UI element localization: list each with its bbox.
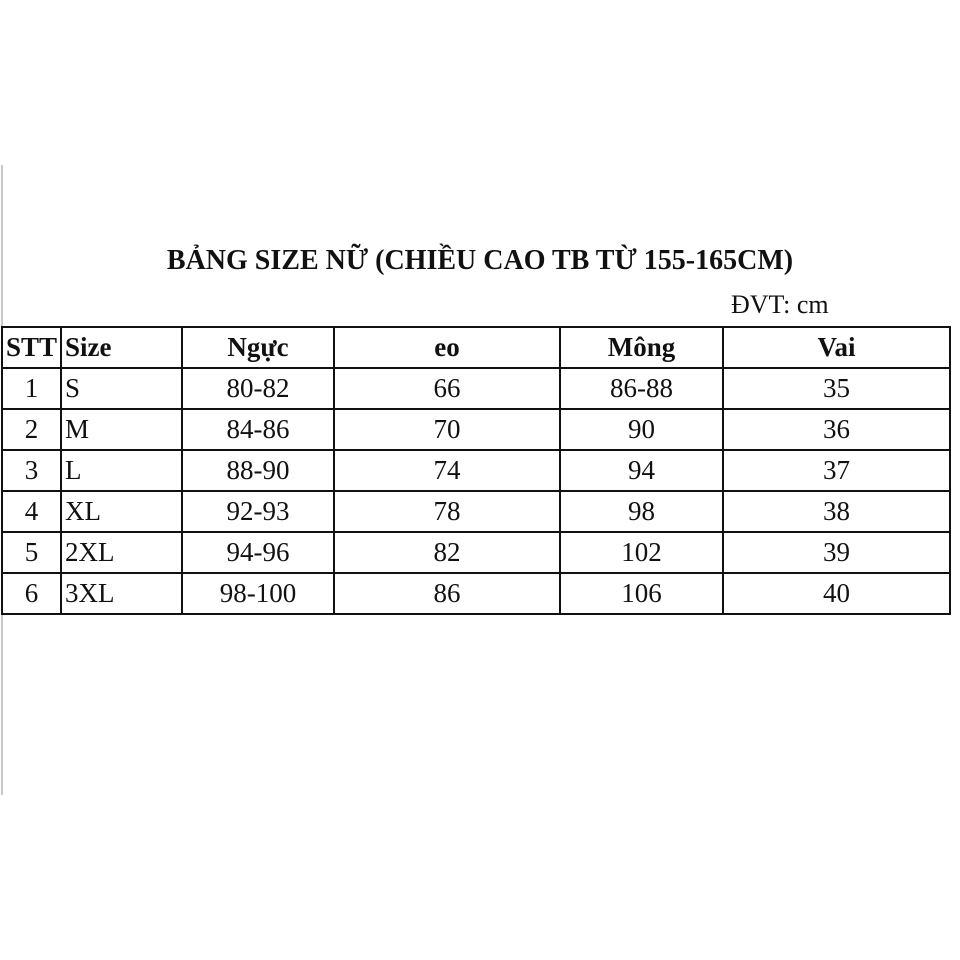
cell-size: S [60, 367, 183, 410]
cell-mong: 98 [559, 490, 724, 533]
cell-mong: 94 [559, 449, 724, 492]
cell-mong: 90 [559, 408, 724, 451]
header-vai: Vai [722, 326, 951, 369]
cell-eo: 78 [333, 490, 561, 533]
cell-nguc: 88-90 [181, 449, 335, 492]
cell-mong: 102 [559, 531, 724, 574]
page-title: BẢNG SIZE NỮ (CHIỀU CAO TB TỪ 155-165CM) [166, 245, 794, 276]
cell-vai: 40 [722, 572, 951, 615]
header-size: Size [60, 326, 183, 369]
table-row: 6 3XL 98-100 86 106 40 [1, 572, 951, 615]
cell-stt: 1 [1, 367, 62, 410]
cell-mong: 106 [559, 572, 724, 615]
header-stt: STT [1, 326, 62, 369]
cell-eo: 74 [333, 449, 561, 492]
cell-vai: 38 [722, 490, 951, 533]
cell-stt: 6 [1, 572, 62, 615]
cell-stt: 5 [1, 531, 62, 574]
header-eo: eo [333, 326, 561, 369]
cell-stt: 4 [1, 490, 62, 533]
size-table: STT Size Ngực eo Mông Vai 1 S 80-82 66 86-88… [1, 326, 951, 615]
cell-vai: 36 [722, 408, 951, 451]
cell-eo: 70 [333, 408, 561, 451]
cell-nguc: 98-100 [181, 572, 335, 615]
cell-stt: 3 [1, 449, 62, 492]
cell-mong: 86-88 [559, 367, 724, 410]
cell-size: M [60, 408, 183, 451]
cell-size: 2XL [60, 531, 183, 574]
table-row: 4 XL 92-93 78 98 38 [1, 490, 951, 533]
cell-nguc: 92-93 [181, 490, 335, 533]
cell-stt: 2 [1, 408, 62, 451]
table-header-row: STT Size Ngực eo Mông Vai [1, 326, 951, 369]
cell-vai: 35 [722, 367, 951, 410]
cell-eo: 66 [333, 367, 561, 410]
header-mong: Mông [559, 326, 724, 369]
cell-vai: 39 [722, 531, 951, 574]
cell-size: L [60, 449, 183, 492]
table-row: 3 L 88-90 74 94 37 [1, 449, 951, 492]
unit-label: ĐVT: cm [731, 290, 829, 319]
table-row: 1 S 80-82 66 86-88 35 [1, 367, 951, 410]
cell-nguc: 84-86 [181, 408, 335, 451]
table-row: 2 M 84-86 70 90 36 [1, 408, 951, 451]
cell-eo: 82 [333, 531, 561, 574]
cell-nguc: 80-82 [181, 367, 335, 410]
cell-size: 3XL [60, 572, 183, 615]
cell-nguc: 94-96 [181, 531, 335, 574]
cell-vai: 37 [722, 449, 951, 492]
cell-size: XL [60, 490, 183, 533]
cell-eo: 86 [333, 572, 561, 615]
header-nguc: Ngực [181, 326, 335, 369]
table-row: 5 2XL 94-96 82 102 39 [1, 531, 951, 574]
